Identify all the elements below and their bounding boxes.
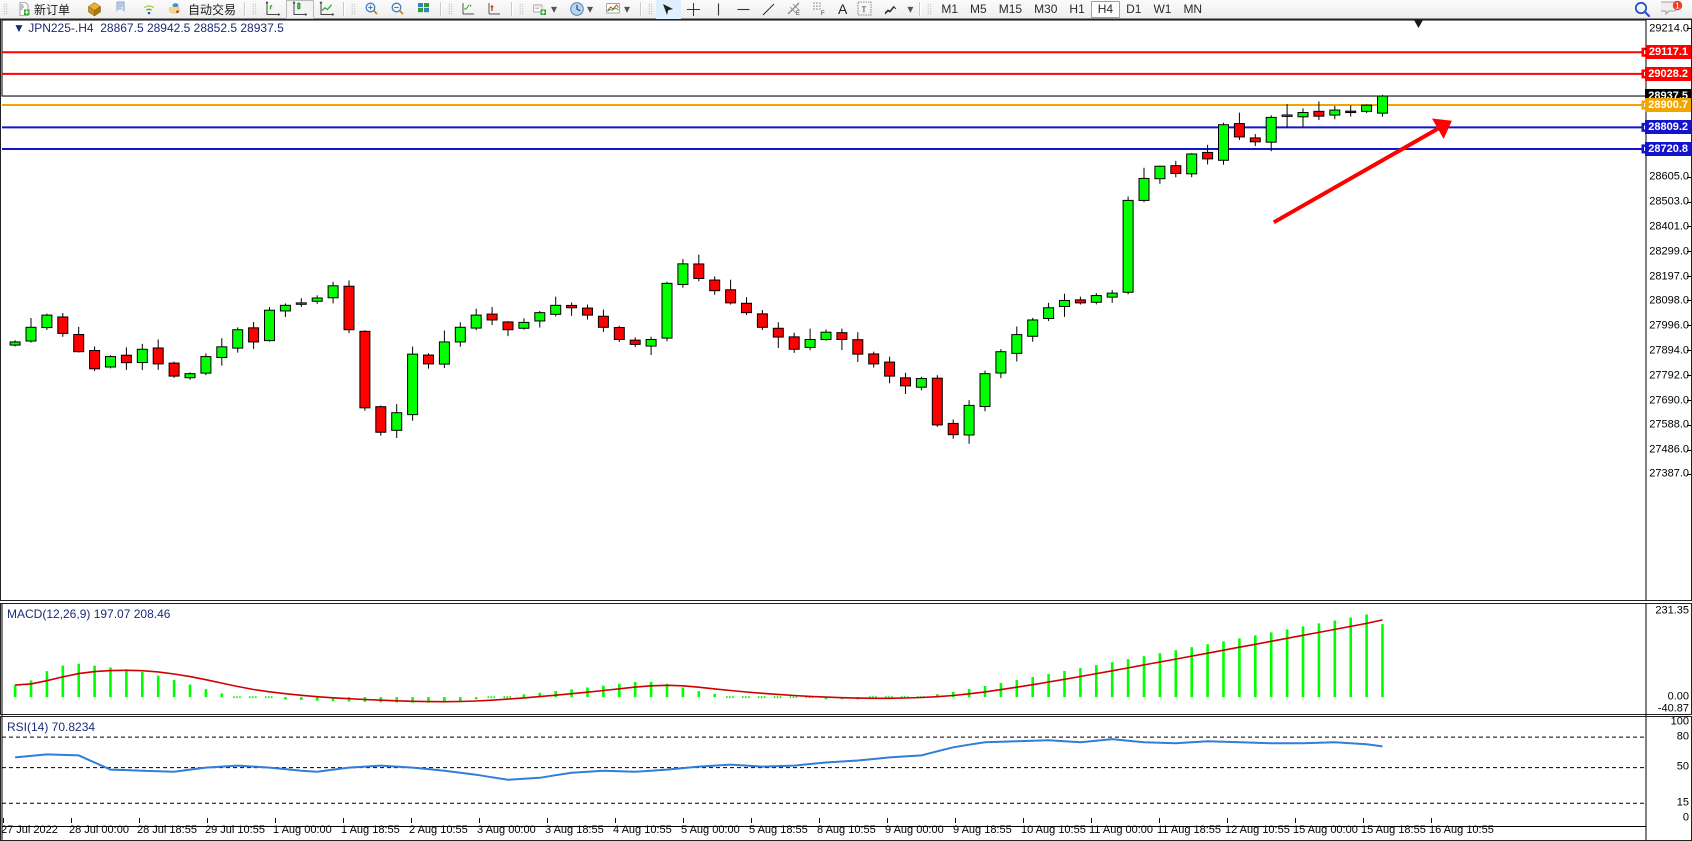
svg-text:1: 1 xyxy=(1675,2,1680,11)
svg-text:E: E xyxy=(796,11,800,17)
svg-text:F: F xyxy=(821,11,825,17)
svg-text:T: T xyxy=(862,6,867,15)
